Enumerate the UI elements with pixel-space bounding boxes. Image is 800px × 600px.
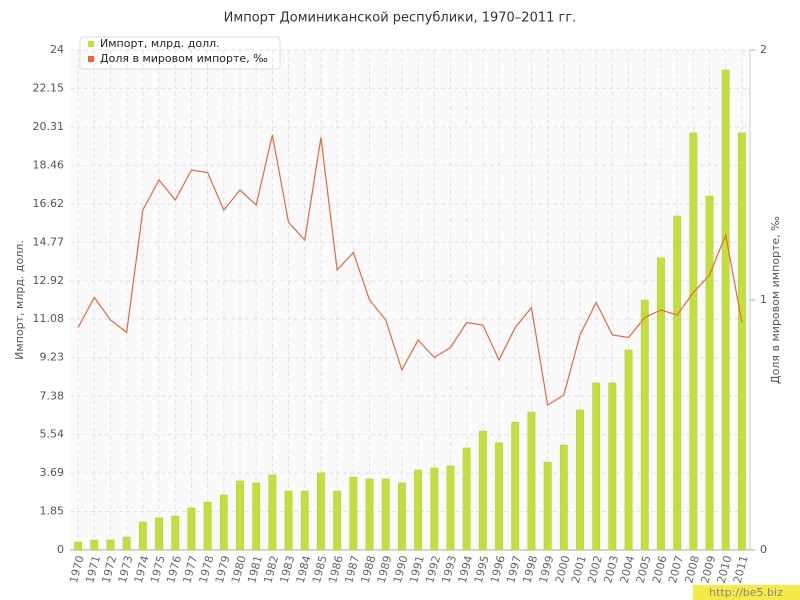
y-tick-label: 9.23	[40, 351, 65, 364]
y-tick-label: 3.69	[40, 466, 65, 479]
legend-marker	[88, 41, 94, 47]
bar	[381, 478, 390, 551]
legend-label: Доля в мировом импорте, ‰	[100, 52, 268, 65]
bar	[106, 539, 115, 551]
bar	[300, 490, 309, 551]
legend-label: Импорт, млрд. долл.	[100, 37, 220, 50]
bar	[608, 382, 617, 551]
y-tick-label: 20.31	[33, 120, 65, 133]
bar	[495, 442, 503, 551]
legend-box	[79, 36, 281, 70]
bar	[576, 409, 584, 551]
bar	[268, 474, 277, 551]
y-tick-label: 16.62	[33, 197, 65, 210]
bar	[333, 490, 342, 551]
y-tick-label: 18.46	[33, 158, 65, 171]
bar	[171, 515, 180, 551]
bar	[414, 469, 422, 551]
y-tick-label: 7.38	[40, 389, 65, 402]
y-tick-label: 14.77	[33, 235, 65, 248]
y2-tick-label: 1	[760, 293, 767, 306]
bar	[187, 507, 196, 551]
chart-title: Импорт Доминиканской республики, 1970–20…	[224, 11, 577, 26]
y-tick-label: 11.08	[33, 312, 65, 325]
bar	[721, 69, 730, 551]
y-tick-label: 1.85	[40, 504, 65, 517]
y-tick-label: 22.15	[33, 82, 65, 95]
y-axis-label: Импорт, млрд. долл.	[13, 240, 26, 360]
bar	[738, 132, 746, 551]
y-tick-label: 24	[50, 43, 64, 56]
bar	[317, 472, 325, 551]
y2-tick-label: 0	[760, 543, 767, 556]
bar	[138, 521, 147, 551]
bar	[252, 482, 261, 551]
bar	[236, 480, 244, 551]
bar	[511, 421, 520, 551]
bar	[624, 349, 633, 551]
bar	[705, 195, 714, 551]
bar	[478, 430, 487, 551]
bar	[219, 494, 228, 551]
y-tick-label: 5.54	[40, 428, 65, 441]
bar	[155, 517, 163, 551]
bar	[592, 382, 601, 551]
bar	[365, 478, 374, 551]
bar	[90, 539, 99, 551]
bar	[122, 536, 131, 551]
watermark-box	[693, 585, 800, 600]
bar	[640, 299, 649, 551]
y-tick-label: 0	[57, 543, 64, 556]
bar	[430, 467, 439, 551]
y-tick-label: 12.92	[33, 274, 65, 287]
watermark: http://be5.biz	[709, 586, 783, 599]
bar	[446, 465, 455, 551]
legend-marker	[88, 56, 94, 62]
bar	[349, 476, 358, 551]
bar	[559, 444, 568, 551]
y2-axis-label: Доля в мировом импорте, ‰	[769, 216, 782, 384]
bar	[689, 132, 698, 551]
bar	[74, 541, 82, 551]
bar	[527, 411, 536, 551]
bar	[543, 461, 552, 551]
bar	[673, 215, 682, 551]
bar	[203, 501, 212, 551]
line	[77, 134, 743, 406]
bar	[284, 490, 293, 551]
bar	[462, 447, 471, 551]
plot-area	[70, 50, 750, 550]
bar	[398, 482, 406, 551]
y2-tick-label: 2	[760, 43, 767, 56]
bar	[657, 257, 665, 551]
